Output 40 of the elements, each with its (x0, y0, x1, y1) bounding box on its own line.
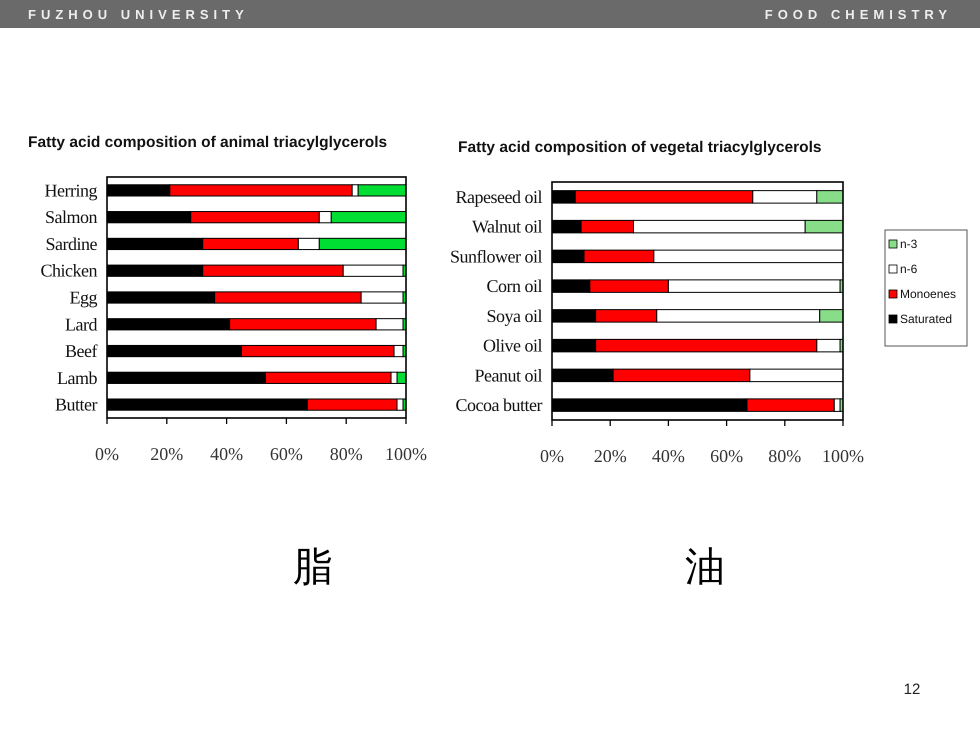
legend-label: n-3 (900, 237, 918, 251)
y-tick-label: Rapeseed oil (456, 186, 542, 207)
legend-label: n-6 (900, 262, 918, 276)
chart-title: Fatty acid composition of animal triacylglycerols (28, 134, 388, 151)
text: FOOD CHEMISTRY (764, 7, 952, 22)
x-tick-label: 0% (95, 444, 119, 464)
x-tick-label: 100% (822, 446, 864, 466)
y-tick-label: Butter (55, 394, 98, 415)
y-tick-label: Soya oil (486, 306, 542, 326)
x-tick-label: 80% (330, 444, 363, 464)
legend-label: Saturated (900, 312, 952, 326)
x-tick-label: 20% (150, 444, 184, 464)
x-tick-label: 40% (210, 444, 244, 464)
y-tick-label: Salmon (44, 207, 98, 228)
y-tick-label: Corn oil (486, 276, 542, 296)
x-tick-label: 60% (270, 444, 303, 464)
x-tick-label: 60% (710, 446, 744, 466)
y-tick-label: Peanut oil (474, 365, 542, 386)
text: 油 (685, 545, 725, 589)
chart-title: Fatty acid composition of vegetal triacylglycerols (458, 139, 822, 156)
x-tick-label: 100% (385, 444, 427, 464)
y-tick-label: Lard (65, 314, 98, 334)
x-tick-label: 40% (652, 446, 685, 466)
text: 脂 (293, 545, 333, 589)
y-tick-label: Beef (65, 341, 98, 362)
y-tick-label: Sardine (46, 234, 98, 254)
y-tick-label: Walnut oil (472, 216, 542, 237)
y-tick-label: Sunflower oil (450, 246, 542, 266)
y-tick-label: Chicken (40, 260, 98, 281)
legend-label: Monoenes (900, 287, 956, 301)
x-tick-label: 0% (540, 446, 564, 466)
y-tick-label: Herring (44, 180, 98, 200)
x-tick-label: 80% (768, 446, 802, 466)
y-tick-label: Egg (70, 288, 98, 308)
y-tick-label: Cocoa butter (456, 395, 542, 416)
y-tick-label: Lamb (57, 368, 98, 388)
y-tick-label: Olive oil (483, 336, 542, 356)
text: 12 (904, 681, 920, 698)
x-tick-label: 20% (594, 446, 627, 466)
text: FUZHOU UNIVERSITY (28, 7, 249, 22)
